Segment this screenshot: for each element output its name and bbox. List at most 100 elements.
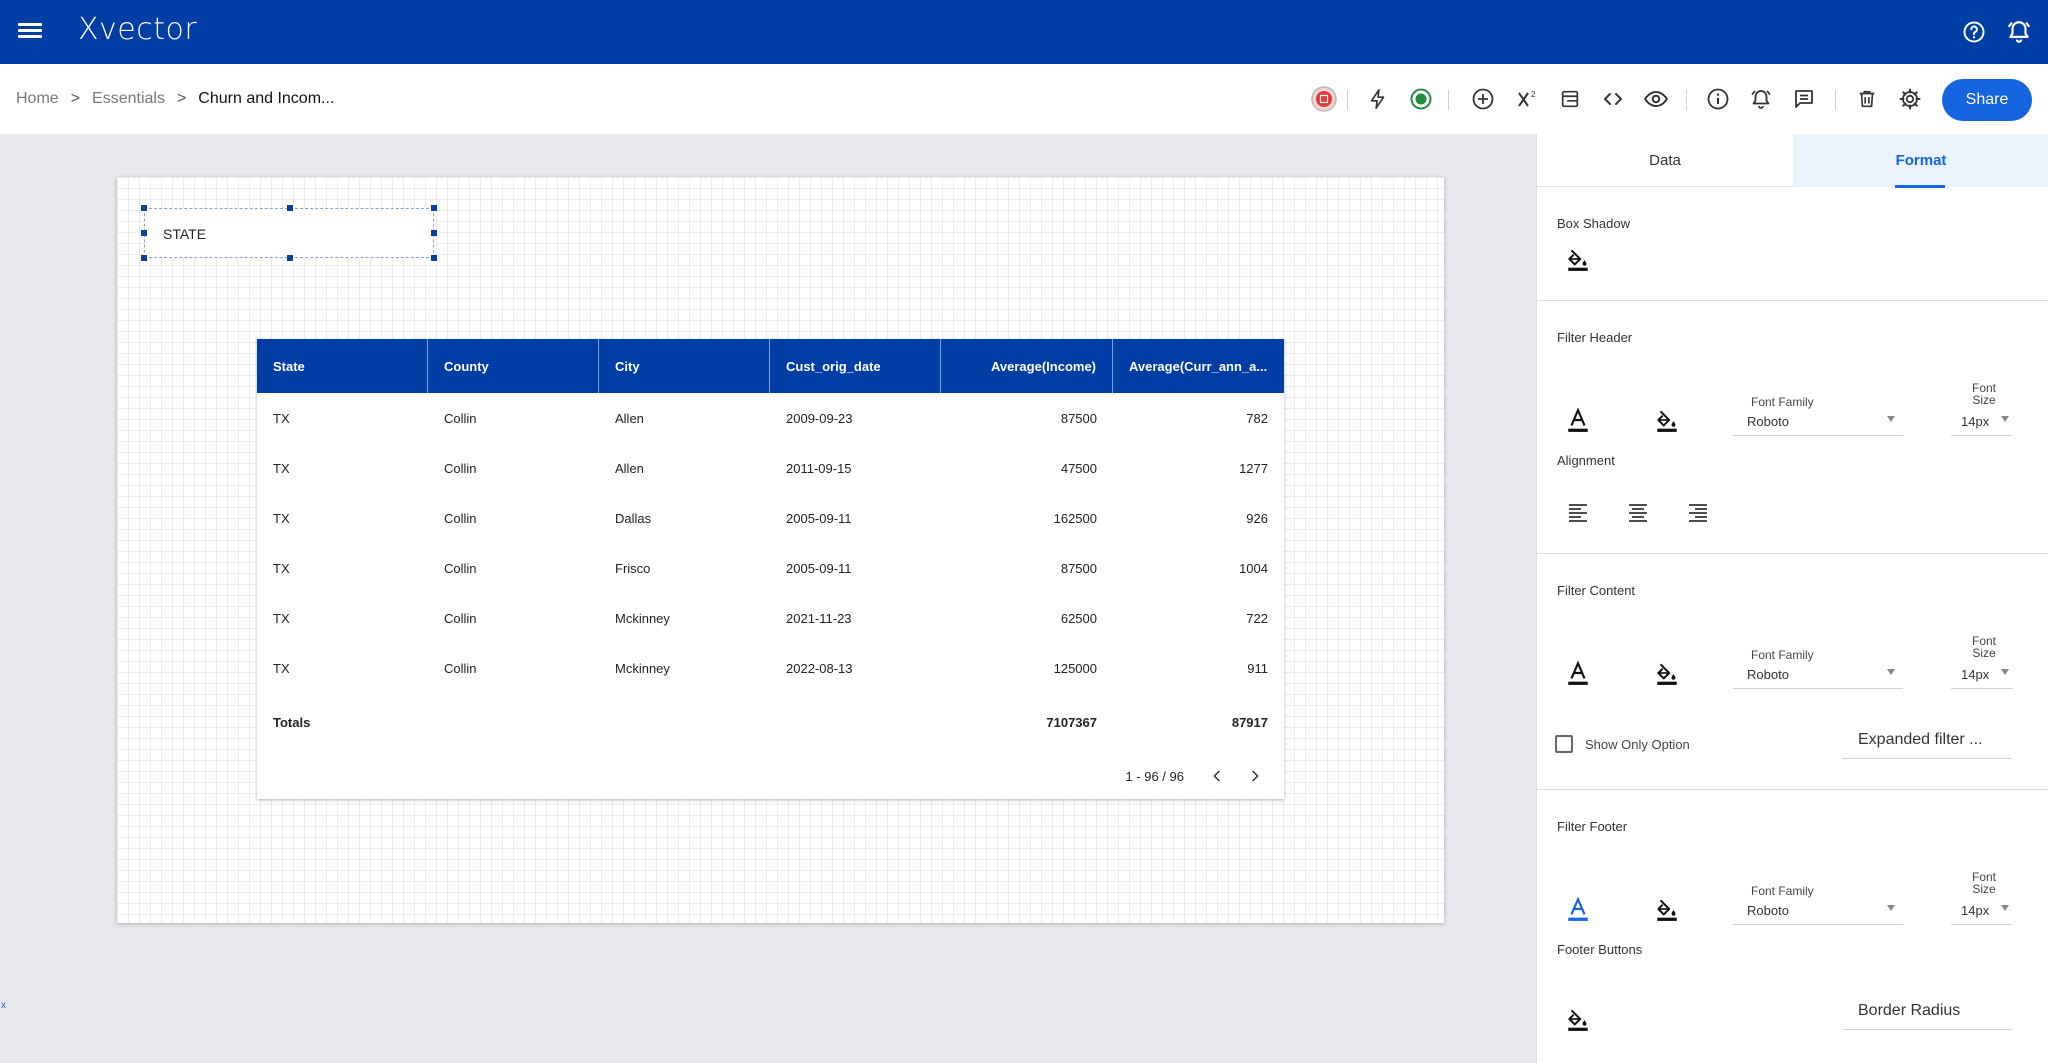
- fill-color-icon[interactable]: [1650, 656, 1684, 690]
- breadcrumb-separator: >: [176, 90, 187, 107]
- add-circle-icon[interactable]: [1467, 83, 1499, 115]
- notifications-icon[interactable]: [2003, 16, 2035, 48]
- font-size-label-line1: Font: [1971, 634, 1996, 648]
- show-only-option-checkbox[interactable]: [1555, 735, 1573, 753]
- dashboard-canvas[interactable]: STATE State County City Cust_orig_date A…: [117, 177, 1444, 923]
- layout-icon[interactable]: [1554, 83, 1586, 115]
- resize-handle[interactable]: [141, 255, 147, 261]
- pagination-range: 1 - 96 / 96: [1125, 768, 1184, 784]
- cell-county: Collin: [444, 610, 477, 626]
- lightning-icon[interactable]: [1362, 83, 1394, 115]
- fill-color-icon[interactable]: [1650, 403, 1684, 437]
- alert-bell-icon[interactable]: [1745, 83, 1777, 115]
- breadcrumb-current: Churn and Incom...: [198, 90, 335, 107]
- table-row: TX Collin Mckinney 2021-11-23 62500 722: [257, 593, 1284, 643]
- cell-county: Collin: [444, 660, 477, 676]
- font-family-select[interactable]: Roboto: [1733, 410, 1903, 436]
- font-size-select[interactable]: 14px: [1951, 663, 2013, 689]
- resize-handle[interactable]: [287, 255, 293, 261]
- cell-cust-orig-date: 2009-09-23: [786, 410, 853, 426]
- align-right-icon[interactable]: [1681, 495, 1715, 529]
- comment-icon[interactable]: [1788, 83, 1820, 115]
- fill-color-icon[interactable]: [1650, 892, 1684, 926]
- cell-cust-orig-date: 2011-09-15: [786, 460, 852, 476]
- state-filter-label: STATE: [163, 226, 207, 242]
- font-size-label-line1: Font: [1971, 381, 1996, 395]
- hamburger-menu-icon[interactable]: [18, 20, 42, 44]
- column-header-state[interactable]: State: [257, 339, 428, 393]
- text-color-icon[interactable]: [1561, 403, 1595, 437]
- font-family-select[interactable]: Roboto: [1733, 663, 1903, 689]
- font-size-select[interactable]: 14px: [1951, 410, 2013, 436]
- app-logo[interactable]: Xvector: [78, 12, 198, 47]
- cell-city: Mckinney: [615, 610, 670, 626]
- resize-handle[interactable]: [141, 205, 147, 211]
- font-family-label: Font Family: [1751, 648, 1814, 662]
- chevron-right-icon[interactable]: [1240, 761, 1270, 791]
- active-tab-indicator: [1895, 185, 1945, 188]
- font-family-label: Font Family: [1751, 395, 1814, 409]
- column-header-average-income[interactable]: Average(Income): [941, 339, 1113, 393]
- chevron-down-icon: [2001, 905, 2009, 911]
- border-radius-input[interactable]: Border Radius: [1842, 996, 2012, 1030]
- tab-data[interactable]: Data: [1649, 152, 1681, 169]
- align-left-icon[interactable]: [1561, 495, 1595, 529]
- properties-panel: Data Format Box Shadow Filter Header Fon…: [1536, 134, 2048, 1063]
- state-filter-widget[interactable]: STATE: [141, 205, 437, 261]
- column-header-city[interactable]: City: [599, 339, 770, 393]
- section-divider: [1537, 553, 2048, 554]
- help-icon[interactable]: [1958, 16, 1990, 48]
- align-center-icon[interactable]: [1621, 495, 1655, 529]
- text-color-icon[interactable]: [1561, 656, 1595, 690]
- text-color-icon[interactable]: [1561, 892, 1595, 926]
- breadcrumb-separator: >: [70, 90, 81, 107]
- cell-city: Dallas: [615, 510, 652, 526]
- resize-handle[interactable]: [141, 230, 147, 236]
- chevron-left-icon[interactable]: [1202, 761, 1232, 791]
- code-icon[interactable]: [1597, 83, 1629, 115]
- column-header-cust-orig-date[interactable]: Cust_orig_date: [770, 339, 941, 393]
- cell-city: Mckinney: [615, 660, 670, 676]
- cell-average-income: 47500: [1060, 460, 1097, 476]
- column-header-average-curr-ann[interactable]: Average(Curr_ann_a...: [1129, 358, 1268, 374]
- cell-average-income: 162500: [1053, 510, 1097, 526]
- font-size-select[interactable]: 14px: [1951, 899, 2013, 925]
- resize-handle[interactable]: [431, 255, 437, 261]
- breadcrumb-home[interactable]: Home: [16, 90, 59, 107]
- totals-average-income: 7107367: [1046, 714, 1097, 730]
- status-live-icon[interactable]: [1405, 83, 1437, 115]
- table-row: TX Collin Allen 2009-09-23 87500 782: [257, 393, 1284, 443]
- cell-city: Allen: [615, 460, 644, 476]
- section-divider: [1537, 789, 2048, 790]
- expanded-filter-input[interactable]: Expanded filter ...: [1842, 725, 2012, 759]
- settings-gear-icon[interactable]: [1894, 83, 1926, 115]
- record-stop-icon[interactable]: [1308, 83, 1340, 115]
- preview-eye-icon[interactable]: [1640, 83, 1672, 115]
- fill-color-icon[interactable]: [1561, 242, 1595, 276]
- pagination: 1 - 96 / 96: [1125, 761, 1270, 791]
- share-button[interactable]: Share: [1942, 79, 2032, 121]
- breadcrumb-essentials[interactable]: Essentials: [92, 90, 165, 107]
- cell-average-income: 62500: [1060, 610, 1097, 626]
- cell-cust-orig-date: 2021-11-23: [786, 610, 852, 626]
- resize-handle[interactable]: [431, 230, 437, 236]
- column-header-county[interactable]: County: [428, 339, 599, 393]
- collapsed-panel-toggle[interactable]: x: [1, 1000, 6, 1011]
- data-table[interactable]: State County City Cust_orig_date Average…: [257, 339, 1284, 799]
- formula-icon[interactable]: 2: [1512, 83, 1544, 115]
- info-icon[interactable]: [1702, 83, 1734, 115]
- cell-average-curr-ann: 1004: [1239, 560, 1268, 576]
- delete-trash-icon[interactable]: [1851, 83, 1883, 115]
- resize-handle[interactable]: [287, 205, 293, 211]
- fill-color-icon[interactable]: [1561, 1002, 1595, 1036]
- font-size-label: Font Size: [1964, 382, 2004, 406]
- cell-cust-orig-date: 2022-08-13: [786, 660, 853, 676]
- chevron-down-icon: [1887, 416, 1895, 422]
- table-row: TX Collin Dallas 2005-09-11 162500 926: [257, 493, 1284, 543]
- filter-header-title: Filter Header: [1557, 330, 1633, 345]
- box-shadow-title: Box Shadow: [1557, 216, 1630, 231]
- tab-format[interactable]: Format: [1793, 134, 2048, 188]
- cell-cust-orig-date: 2005-09-11: [786, 510, 852, 526]
- font-family-select[interactable]: Roboto: [1733, 899, 1903, 925]
- resize-handle[interactable]: [431, 205, 437, 211]
